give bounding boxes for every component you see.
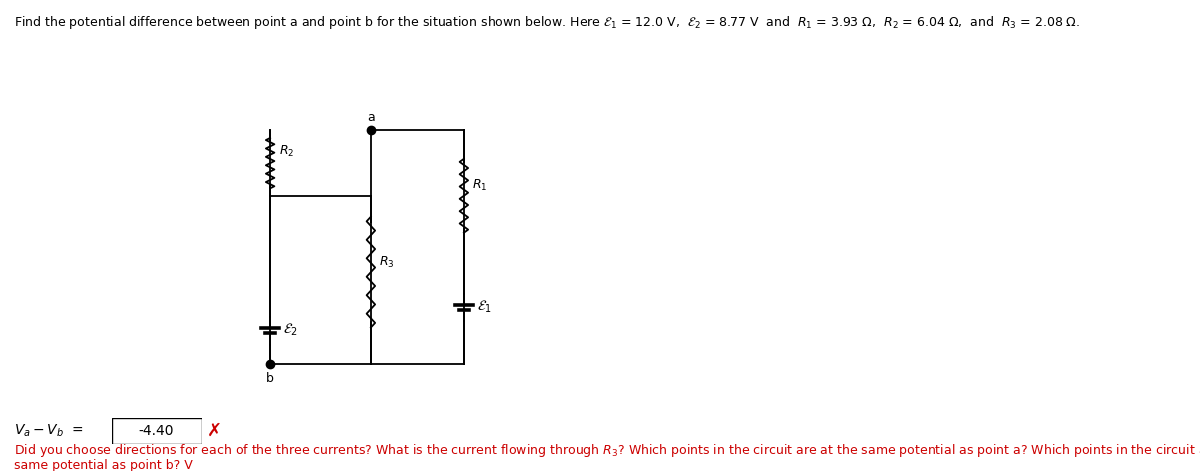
Text: a: a — [367, 111, 374, 123]
Text: Did you choose directions for each of the three currents? What is the current fl: Did you choose directions for each of th… — [14, 442, 1200, 459]
Text: $V_a - V_b$  =: $V_a - V_b$ = — [14, 423, 85, 439]
Text: $R_3$: $R_3$ — [379, 255, 395, 270]
FancyBboxPatch shape — [112, 418, 202, 444]
Text: b: b — [266, 372, 274, 385]
Text: $\mathcal{E}_2$: $\mathcal{E}_2$ — [283, 322, 299, 338]
Text: ✗: ✗ — [206, 422, 222, 440]
Text: Find the potential difference between point a and point b for the situation show: Find the potential difference between po… — [14, 14, 1080, 31]
Text: $R_2$: $R_2$ — [280, 144, 295, 159]
Text: -4.40: -4.40 — [139, 424, 174, 438]
Text: same potential as point b? V: same potential as point b? V — [14, 459, 193, 471]
Text: $\mathcal{E}_1$: $\mathcal{E}_1$ — [478, 299, 492, 315]
Text: $R_1$: $R_1$ — [473, 179, 488, 194]
